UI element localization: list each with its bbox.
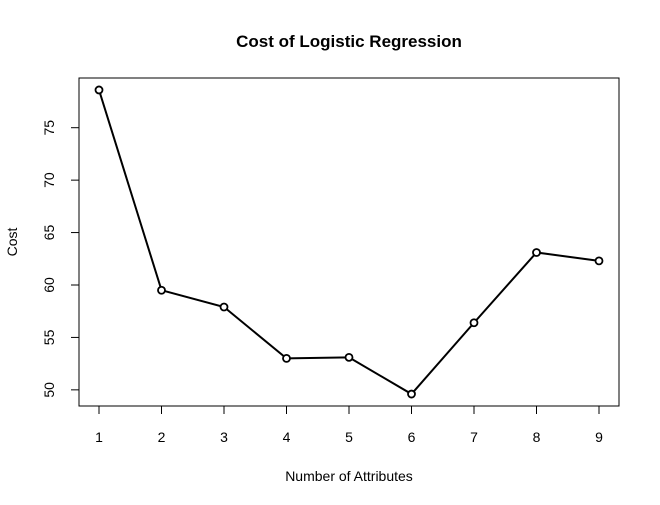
- x-tick-label: 4: [283, 429, 291, 445]
- series-line: [98, 89, 600, 396]
- x-tick-label: 1: [95, 429, 103, 445]
- data-points: [94, 85, 604, 399]
- y-tick-label: 55: [41, 329, 57, 345]
- y-tick-label: 60: [41, 277, 57, 293]
- x-tick-label: 2: [158, 429, 166, 445]
- data-point: [157, 285, 166, 295]
- x-tick-label: 8: [533, 429, 541, 445]
- x-axis: 1 2 3 4 5 6 7 8 9: [95, 405, 603, 445]
- x-axis-label: Number of Attributes: [285, 468, 413, 484]
- x-tick-label: 3: [220, 429, 228, 445]
- y-tick-label: 50: [41, 382, 57, 398]
- y-tick-label: 65: [41, 225, 57, 241]
- data-point: [344, 352, 354, 362]
- x-tick-label: 5: [345, 429, 353, 445]
- data-point: [219, 302, 229, 312]
- x-tick-label: 7: [470, 429, 478, 445]
- x-tick-label: 9: [595, 429, 603, 445]
- data-point: [594, 256, 604, 266]
- data-point: [282, 353, 291, 363]
- y-axis: 50 55 60 65 70 75: [41, 120, 80, 398]
- y-tick-label: 70: [41, 172, 57, 188]
- y-tick-label: 75: [41, 120, 57, 136]
- y-axis-label: Cost: [4, 228, 20, 257]
- data-point: [469, 318, 479, 328]
- x-tick-label: 6: [408, 429, 416, 445]
- data-point: [407, 389, 416, 399]
- chart-title: Cost of Logistic Regression: [236, 32, 462, 51]
- data-point: [532, 248, 541, 257]
- data-point: [94, 85, 104, 95]
